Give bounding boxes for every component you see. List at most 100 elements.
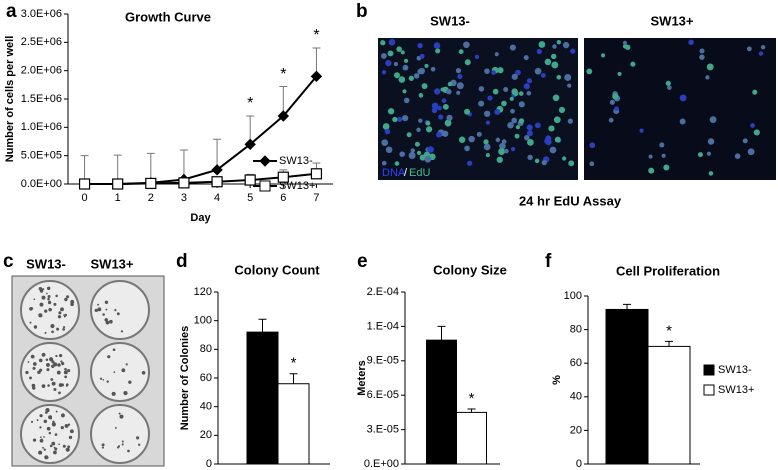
cell-dot <box>464 145 470 152</box>
y-tick-label: 3.0E+06 <box>21 8 62 20</box>
cell-dot <box>622 40 628 45</box>
bar <box>246 331 279 465</box>
colony <box>62 326 66 329</box>
colony <box>65 383 69 386</box>
cell-dot <box>552 94 560 102</box>
plate-well <box>90 280 150 340</box>
colony <box>46 286 51 291</box>
colony <box>61 362 65 366</box>
cell-dot <box>534 158 540 164</box>
colony <box>64 367 67 371</box>
cell-dot <box>556 39 562 45</box>
plate-well <box>90 404 150 464</box>
cell-dot <box>518 118 525 124</box>
cell-dot <box>402 89 407 94</box>
colony <box>45 408 50 413</box>
image-title: SW13+ <box>91 256 134 271</box>
cell-dot <box>427 146 434 153</box>
colony <box>62 328 66 331</box>
cell-dot <box>589 161 595 167</box>
stain-label: EdU <box>409 167 430 179</box>
colony <box>60 413 65 418</box>
colony <box>104 318 109 322</box>
data-point <box>211 176 223 188</box>
cell-dot <box>608 117 614 123</box>
colony <box>33 325 38 329</box>
cell-dot <box>380 40 386 46</box>
y-tick-label: 0 <box>576 458 582 470</box>
colony <box>58 311 62 315</box>
cell-dot <box>485 153 490 158</box>
cell-dot <box>484 110 491 117</box>
cell-dot <box>659 142 665 148</box>
colony <box>97 303 100 306</box>
y-tick-label: 60 <box>200 372 212 384</box>
colony <box>121 368 126 373</box>
colony <box>42 288 45 291</box>
colony <box>44 331 47 334</box>
colony <box>38 358 43 363</box>
colony <box>33 298 36 301</box>
significance-mark: * <box>313 27 319 44</box>
colony <box>39 368 43 372</box>
cell-dot <box>753 129 760 136</box>
cell-dot <box>399 151 405 157</box>
cell-dot <box>746 46 752 52</box>
stain-label: DNA <box>382 167 406 179</box>
colony <box>64 375 68 379</box>
colony <box>60 426 64 430</box>
cell-dot <box>760 44 766 50</box>
cell-dot <box>487 95 493 101</box>
cell-dot <box>381 70 387 75</box>
colony <box>43 419 48 424</box>
stain-label: / <box>404 167 408 179</box>
colony <box>64 423 69 428</box>
colony <box>102 313 105 316</box>
error-bar <box>665 340 673 347</box>
colony <box>64 297 68 302</box>
colony <box>106 380 109 383</box>
cell-dot <box>499 142 506 150</box>
cell-dot <box>393 62 398 67</box>
error-bar <box>623 303 631 310</box>
colony <box>109 319 113 324</box>
cell-dot <box>625 44 631 50</box>
colony <box>53 387 57 391</box>
cell-dot <box>385 59 392 67</box>
colony <box>65 447 70 452</box>
colony <box>53 302 57 306</box>
cell-dot <box>661 153 666 158</box>
panel-label: e <box>357 251 368 272</box>
cell-dot <box>548 125 555 132</box>
bar <box>456 411 487 465</box>
cell-dot <box>509 96 514 101</box>
colony <box>51 422 56 427</box>
x-tick-label: 1 <box>115 192 121 204</box>
cell-dot <box>570 48 576 54</box>
cell-dot <box>708 171 714 176</box>
bar <box>277 383 310 465</box>
colony <box>49 444 53 448</box>
colony <box>116 446 120 449</box>
legend-label: SW13+ <box>279 180 315 192</box>
cell-dot <box>601 53 606 58</box>
colony <box>30 354 35 359</box>
colony <box>46 292 48 295</box>
cell-dot <box>384 128 391 135</box>
colony <box>120 330 124 333</box>
cell-dot <box>442 103 449 110</box>
colony <box>47 384 50 387</box>
data-point <box>145 177 157 190</box>
colony <box>55 294 58 298</box>
colony <box>104 300 109 304</box>
legend-label: SW13- <box>279 155 313 167</box>
cell-dot <box>536 48 542 55</box>
chart-title: Colony Count <box>234 262 320 277</box>
data-point <box>244 138 256 151</box>
cell-dot <box>402 64 409 71</box>
colony <box>48 431 52 435</box>
colony <box>105 308 108 311</box>
cell-dot <box>549 146 557 154</box>
cell-dot <box>387 50 394 57</box>
data-point <box>112 178 124 190</box>
